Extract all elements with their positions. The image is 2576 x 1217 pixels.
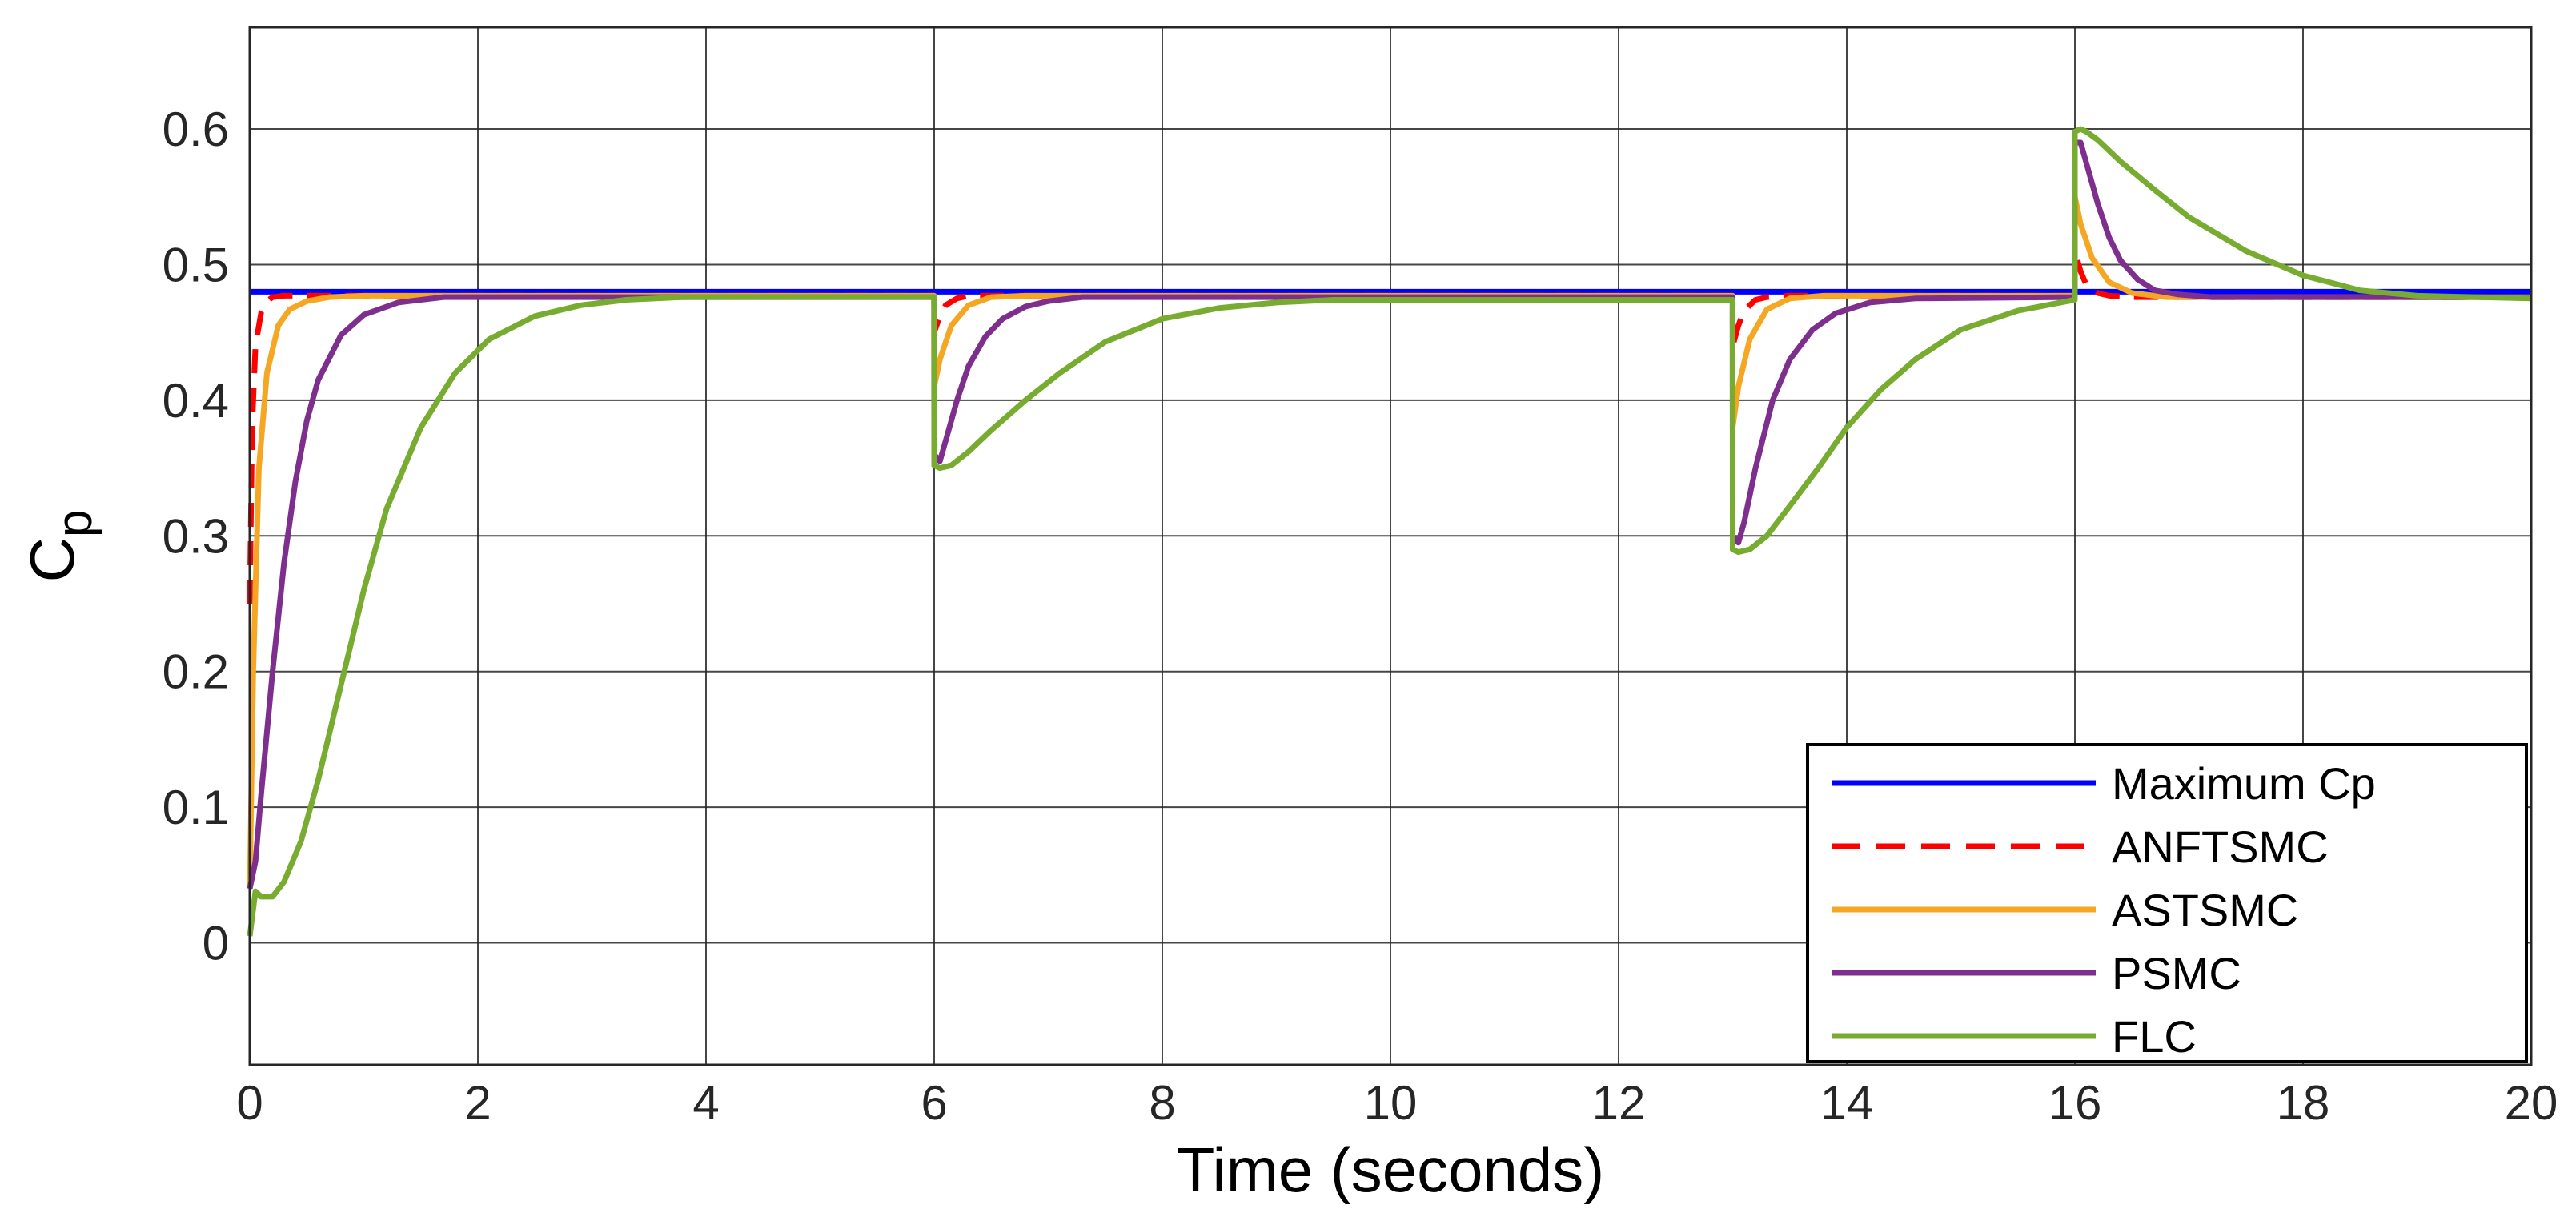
legend-entry-label: FLC xyxy=(2112,1011,2197,1062)
y-tick-label: 0.3 xyxy=(163,509,229,563)
x-axis-label: Time (seconds) xyxy=(1177,1135,1605,1205)
legend-entry-label: ANFTSMC xyxy=(2112,821,2329,872)
x-tick-label: 20 xyxy=(2505,1076,2558,1130)
x-tick-label: 2 xyxy=(464,1076,491,1130)
y-tick-label: 0.6 xyxy=(163,102,229,156)
y-axis-label-subscript: p xyxy=(47,510,102,537)
y-tick-label: 0.5 xyxy=(163,238,229,291)
x-tick-label: 14 xyxy=(1820,1076,1874,1130)
legend-entry-label: ASTSMC xyxy=(2112,885,2298,935)
y-tick-label: 0.4 xyxy=(163,374,229,428)
x-tick-label: 0 xyxy=(236,1076,263,1130)
x-tick-label: 10 xyxy=(1364,1076,1418,1130)
series-line-astsmc xyxy=(247,194,2531,889)
legend-box xyxy=(1806,743,2528,1063)
x-tick-label: 4 xyxy=(692,1076,719,1130)
y-tick-label: 0.1 xyxy=(163,781,229,834)
x-tick-label: 16 xyxy=(2048,1076,2102,1130)
tick-labels: 0 2 4 6 8 10 12 14 16 18 20 0 0.1 0.2 0.3 0.4 0.5 0.6 xyxy=(163,102,2558,1130)
legend-entry-label: PSMC xyxy=(2112,948,2241,998)
x-tick-label: 6 xyxy=(921,1076,947,1130)
series-line-flc xyxy=(247,126,2532,937)
legend: Maximum Cp ANFTSMC ASTSMC PSMC FLC xyxy=(1806,743,2528,1063)
x-tick-label: 8 xyxy=(1149,1076,1175,1130)
y-tick-label: 0 xyxy=(203,917,229,970)
y-axis-label: Cp xyxy=(17,510,102,583)
y-axis-label-main: C xyxy=(17,537,87,582)
legend-entry-label: Maximum Cp xyxy=(2112,758,2376,809)
plot-frame xyxy=(248,26,2533,1066)
series-lines xyxy=(247,126,2532,937)
x-tick-label: 12 xyxy=(1592,1076,1646,1130)
x-tick-label: 18 xyxy=(2277,1076,2330,1130)
y-tick-label: 0.2 xyxy=(163,645,229,699)
